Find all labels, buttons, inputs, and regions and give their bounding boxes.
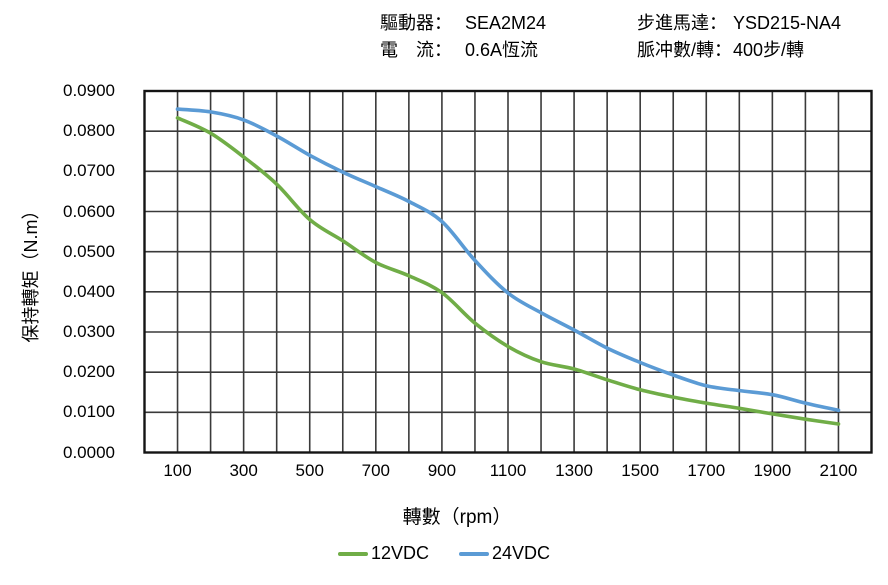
x-axis-tick: 1100 (489, 461, 527, 480)
legend-item-24vdc: 24VDC (459, 543, 550, 564)
motor-value: YSD215-NA4 (733, 13, 842, 33)
driver-label: 驅動器： (380, 13, 452, 33)
current-label: 電 流： (380, 40, 452, 60)
chart-header-left: 驅動器： SEA2M24 電 流： 0.6A恆流 (380, 10, 546, 64)
y-axis-tick: 0.0300 (63, 322, 115, 341)
y-axis-tick: 0.0700 (63, 161, 115, 181)
y-axis-tick: 0.0800 (63, 121, 115, 141)
legend-label-12vdc: 12VDC (370, 543, 429, 563)
plot-border (143, 89, 873, 454)
legend-line-24vdc-icon (459, 551, 489, 556)
legend: 12VDC 24VDC (0, 543, 888, 564)
y-axis-tick: 0.0400 (63, 281, 115, 301)
x-axis-tick: 1900 (753, 461, 792, 480)
pulses-value: 400步/轉 (733, 40, 805, 60)
current-value: 0.6A恆流 (465, 40, 539, 60)
x-axis-tick: 300 (229, 461, 258, 480)
x-axis-tick: 500 (295, 461, 324, 480)
legend-item-12vdc: 12VDC (337, 543, 429, 564)
driver-row: 驅動器： SEA2M24 (380, 10, 546, 37)
y-axis-tick: 0.0000 (63, 442, 115, 462)
x-axis-tick: 1500 (621, 461, 660, 480)
y-axis-tick: 0.0500 (63, 241, 115, 261)
motor-row: 步進馬達： YSD215-NA4 (637, 10, 841, 37)
legend-label-24vdc: 24VDC (492, 543, 551, 563)
y-axis-tick: 0.0100 (63, 402, 115, 422)
chart-header-right: 步進馬達： YSD215-NA4 脈冲數/轉： 400步/轉 (637, 10, 841, 64)
pulses-row: 脈冲數/轉： 400步/轉 (637, 37, 841, 64)
motor-label: 步進馬達： (637, 13, 727, 33)
x-axis-tick: 900 (427, 461, 457, 480)
x-axis-tick: 1300 (555, 461, 593, 480)
y-axis-tick: 0.0200 (63, 362, 115, 382)
x-axis-tick: 1700 (687, 461, 726, 480)
x-axis-tick: 100 (163, 461, 192, 480)
x-axis-title: 轉數（rpm） (402, 507, 512, 528)
current-row: 電 流： 0.6A恆流 (380, 37, 546, 64)
series-line-12vdc (175, 116, 841, 426)
pulses-label: 脈冲數/轉： (637, 40, 733, 60)
y-axis-tick: 0.0600 (63, 201, 115, 221)
y-axis-tick: 0.0900 (63, 81, 115, 100)
legend-line-12vdc-icon (337, 551, 368, 556)
x-axis-tick: 2100 (819, 461, 858, 480)
x-axis-tick: 700 (361, 461, 390, 480)
driver-value: SEA2M24 (465, 13, 547, 33)
series-line-24vdc (175, 107, 841, 413)
